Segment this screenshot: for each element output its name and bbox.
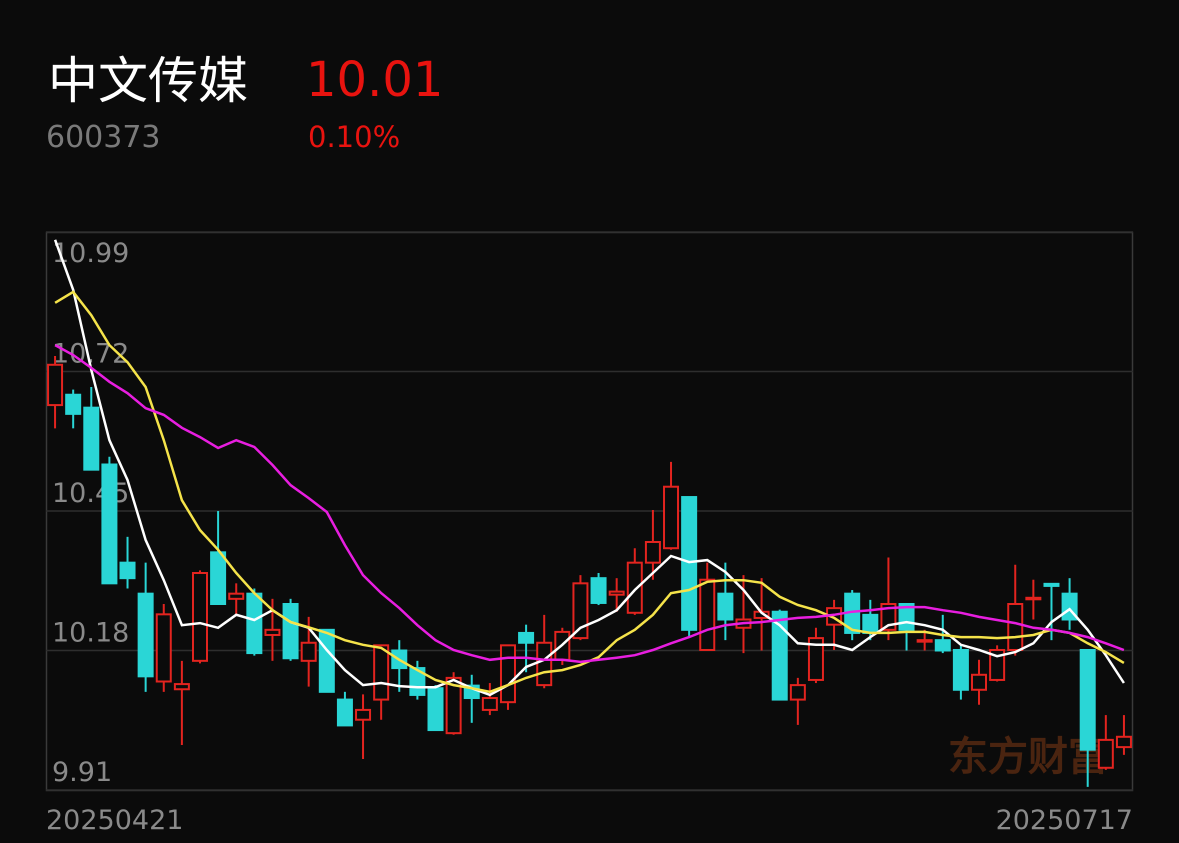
candle-body — [1007, 603, 1024, 651]
candle-body — [65, 393, 82, 415]
candle-body — [989, 648, 1006, 681]
candle-body — [373, 644, 390, 701]
candle-body — [155, 613, 172, 683]
candle-body — [952, 648, 969, 691]
candle-body — [518, 631, 535, 644]
candle-body — [1025, 596, 1042, 601]
y-tick-label: 9.91 — [52, 757, 112, 788]
x-tick-label: 20250421 — [46, 805, 183, 836]
plot-area — [47, 239, 1132, 787]
candle-body — [137, 592, 154, 678]
candle-body — [663, 485, 680, 550]
candle-body — [83, 406, 100, 471]
x-tick-label: 20250717 — [996, 805, 1133, 836]
y-tick-label: 10.18 — [52, 618, 129, 649]
y-tick-label: 10.45 — [52, 478, 129, 509]
candle-body — [934, 639, 951, 652]
moving-average-line — [53, 239, 1125, 697]
candle-body — [608, 590, 625, 596]
candle-body — [101, 463, 118, 585]
candle-body — [336, 698, 353, 727]
candle-body — [246, 592, 263, 655]
candle-body — [1115, 735, 1132, 749]
candle-body — [481, 697, 498, 711]
candle-body — [971, 673, 988, 691]
candle-body — [1097, 738, 1114, 769]
candle-body — [1043, 582, 1060, 587]
stock-name: 中文传媒 — [48, 52, 248, 110]
candle-body — [300, 641, 317, 662]
candle-body — [119, 561, 136, 580]
candle-body — [536, 641, 553, 687]
candle-body — [499, 644, 516, 704]
candle-body — [1079, 648, 1096, 751]
candle-body — [807, 637, 824, 681]
candle-body — [228, 592, 245, 600]
candle-body — [318, 628, 335, 693]
candle-body — [47, 363, 64, 407]
stock-code: 600373 — [46, 120, 161, 155]
candle-body — [173, 683, 190, 691]
candle-body — [862, 613, 879, 634]
candle-body — [264, 628, 281, 636]
candle-body — [644, 541, 661, 564]
candle-body — [717, 592, 734, 621]
candle-body — [191, 572, 208, 662]
moving-average-line — [54, 344, 1125, 664]
candle-body — [427, 687, 444, 732]
candle-body — [681, 496, 698, 631]
stock-price: 10.01 — [306, 52, 443, 108]
candle-body — [789, 684, 806, 701]
candle-body — [590, 577, 607, 604]
candle-body — [445, 676, 462, 735]
candle-body — [282, 603, 299, 660]
stock-change: 0.10% — [308, 120, 400, 154]
candle-body — [572, 582, 589, 640]
candle-body — [355, 708, 372, 721]
candle-body — [916, 639, 933, 643]
candle-body — [210, 551, 227, 605]
candle-body — [626, 561, 643, 614]
candle-body — [699, 578, 716, 651]
candle-body — [771, 610, 788, 701]
